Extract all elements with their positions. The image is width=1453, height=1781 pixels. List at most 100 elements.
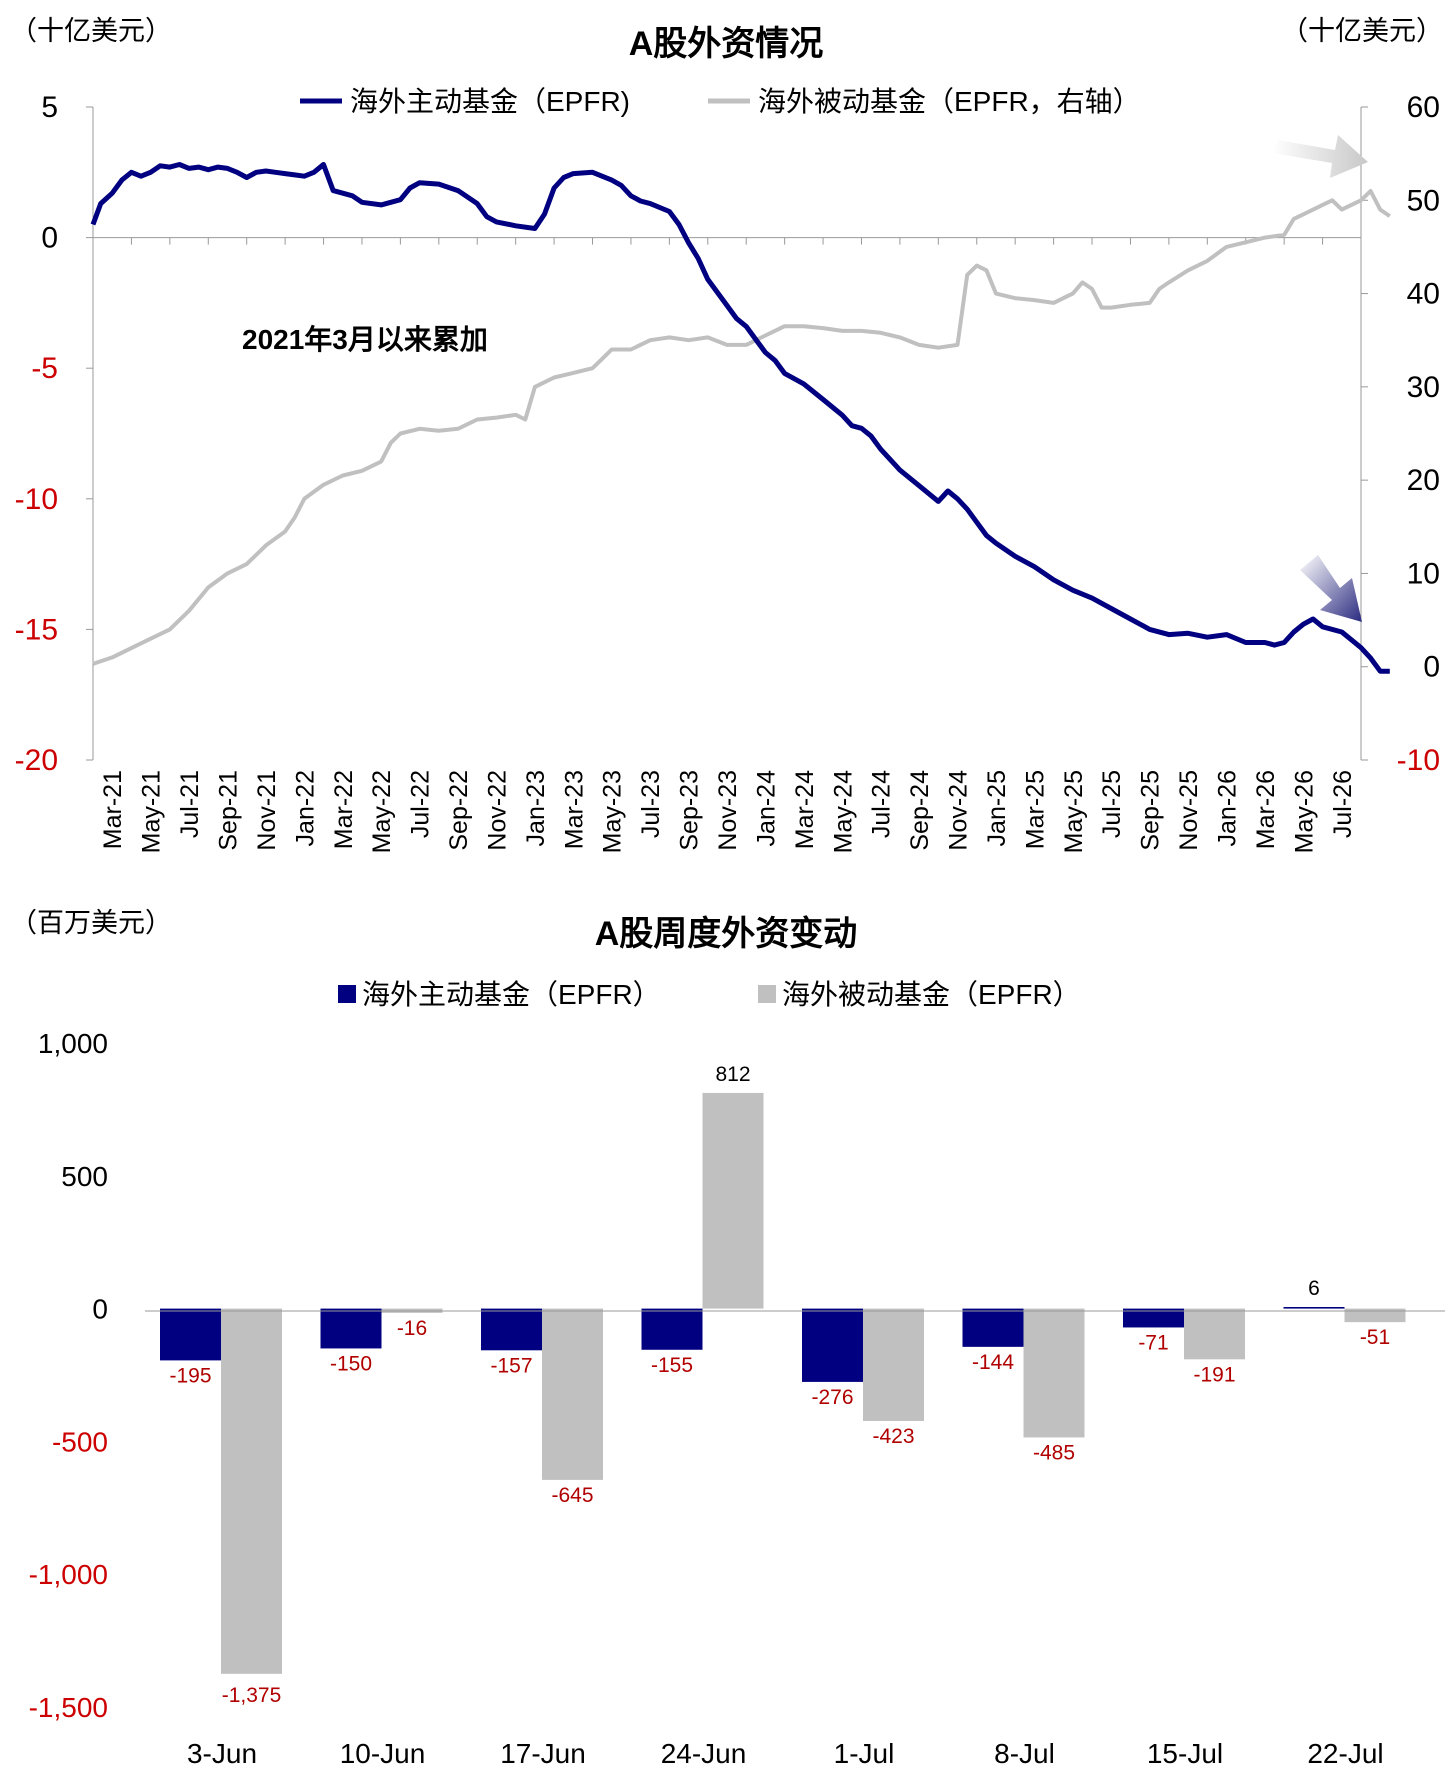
x-tick-label: Sep-25 <box>1137 770 1165 851</box>
data-label-passive: -1,375 <box>222 1684 282 1707</box>
right-tick-label: 30 <box>1407 371 1440 404</box>
data-label-passive: -51 <box>1360 1326 1390 1349</box>
x-tick-label: Nov-25 <box>1175 770 1203 851</box>
data-label-passive: -423 <box>872 1425 914 1448</box>
right-tick-label: 40 <box>1407 278 1440 311</box>
legend-label-passive: 海外被动基金（EPFR） <box>782 979 1081 1010</box>
bar-passive <box>1184 1308 1245 1360</box>
bar-passive <box>702 1092 764 1309</box>
x-tick-label: Jan-24 <box>752 770 780 847</box>
data-label-active: -150 <box>330 1352 372 1375</box>
x-tick-label: Jul-21 <box>176 770 204 838</box>
data-label-active: -144 <box>972 1351 1014 1374</box>
bar-legend: 海外主动基金（EPFR） 海外被动基金（EPFR） <box>338 979 1081 1010</box>
x-tick-label: Jan-26 <box>1214 770 1242 846</box>
line-chart: A股外资情况 （十亿美元） （十亿美元） 海外主动基金（EPFR) 海外被动基金… <box>10 16 1443 853</box>
left-axis-unit: （十亿美元） <box>10 16 172 46</box>
left-tick-label: -20 <box>15 744 58 777</box>
right-tick-label: 50 <box>1407 184 1440 217</box>
data-label-active: 6 <box>1308 1277 1320 1300</box>
x-tick-label: Sep-22 <box>445 770 473 851</box>
x-tick-label: Mar-26 <box>1252 770 1280 849</box>
x-tick-label: Jan-22 <box>291 770 319 846</box>
bar-tick-label: -1,500 <box>29 1692 108 1723</box>
x-tick-label: May-24 <box>829 770 857 853</box>
series-line-passive <box>92 189 1391 666</box>
x-tick-label: Mar-21 <box>99 770 127 849</box>
bar-active <box>320 1308 382 1349</box>
x-tick-label: Jul-22 <box>407 770 435 838</box>
right-tick-label: 20 <box>1407 464 1440 497</box>
bar-passive <box>1023 1308 1085 1438</box>
series-line-active <box>90 162 1390 674</box>
right-tick-label: 10 <box>1407 557 1440 590</box>
right-axis-unit: （十亿美元） <box>1281 16 1443 46</box>
legend-label-active: 海外主动基金（EPFR) <box>350 86 630 117</box>
annotation-cumulative: 2021年3月以来累加 <box>242 323 488 355</box>
bar-active <box>1283 1307 1345 1309</box>
x-tick-label: Mar-24 <box>791 770 819 849</box>
left-tick-label: 0 <box>41 222 58 255</box>
bar-passive <box>1344 1308 1406 1323</box>
right-tick-labels: 60 50 40 30 20 10 0 -10 <box>1397 91 1440 777</box>
bar-tick-label: 1,000 <box>38 1028 108 1059</box>
right-tick-label: 60 <box>1407 91 1440 124</box>
bar-tick-label: -1,000 <box>29 1559 108 1590</box>
data-label-passive: 812 <box>715 1063 750 1086</box>
bar-category-label: 24-Jun <box>661 1738 747 1769</box>
bar-category-label: 8-Jul <box>994 1738 1055 1769</box>
x-tick-label: May-21 <box>138 770 166 853</box>
bar-category-label: 15-Jul <box>1147 1738 1223 1769</box>
data-label-passive: -191 <box>1193 1363 1235 1386</box>
x-tick-label: Mar-25 <box>1021 770 1049 849</box>
x-tick-label: Jul-23 <box>637 770 665 838</box>
data-label-active: -195 <box>169 1364 211 1387</box>
bar-active <box>1123 1308 1184 1328</box>
x-tick-label: Nov-22 <box>483 770 511 851</box>
bar-category-labels: 3-Jun 10-Jun 17-Jun 24-Jun 1-Jul 8-Jul 15-Jul 2… <box>187 1738 1384 1769</box>
bar-chart: （百万美元） A股周度外资变动 海外主动基金（EPFR） 海外被动基金（EPFR… <box>10 908 1445 1769</box>
bar-active <box>962 1308 1024 1347</box>
right-tick-label: -10 <box>1397 744 1440 777</box>
bar-category-label: 10-Jun <box>340 1738 426 1769</box>
legend-swatch-passive <box>758 985 776 1003</box>
x-tick-label: Sep-23 <box>676 770 704 851</box>
x-tick-label: Mar-23 <box>560 770 588 849</box>
line-axes <box>86 106 1368 761</box>
left-tick-labels: 5 0 -5 -10 -15 -20 <box>15 91 58 777</box>
x-tick-label: Jan-23 <box>522 770 550 846</box>
bar-axis-unit: （百万美元） <box>10 908 172 938</box>
bar-active <box>802 1308 863 1382</box>
legend: 海外主动基金（EPFR) 海外被动基金（EPFR，右轴） <box>300 86 1141 117</box>
bar-tick-label: -500 <box>52 1426 108 1457</box>
x-tick-label: Sep-21 <box>214 770 242 851</box>
x-tick-label: Jul-25 <box>1098 770 1126 838</box>
data-label-active: -276 <box>811 1386 853 1409</box>
legend-swatch-active <box>338 985 356 1003</box>
data-label-passive: -485 <box>1033 1441 1075 1464</box>
data-label-active: -155 <box>651 1354 693 1377</box>
bar-active <box>481 1308 542 1351</box>
x-tick-labels: Mar-21 May-21 Jul-21 Sep-21 Nov-21 Jan-22 Mar-… <box>99 770 1357 853</box>
x-tick-label: Mar-22 <box>330 770 358 849</box>
bar-tick-labels: 1,000 500 0 -500 -1,000 -1,500 <box>29 1028 108 1723</box>
left-tick-label: -5 <box>31 352 58 385</box>
legend-label-passive: 海外被动基金（EPFR，右轴） <box>758 86 1141 117</box>
x-tick-label: Nov-23 <box>714 770 742 851</box>
x-tick-label: May-26 <box>1290 770 1318 853</box>
x-tick-label: Jul-26 <box>1329 770 1357 838</box>
bar-category-label: 3-Jun <box>187 1738 257 1769</box>
x-tick-label: Jan-25 <box>983 770 1011 846</box>
data-label-passive: -16 <box>397 1317 427 1340</box>
chart-title: A股外资情况 <box>629 25 824 63</box>
bar-passive <box>542 1308 603 1480</box>
blue-arrow-icon <box>1300 555 1362 622</box>
right-tick-label: 0 <box>1423 651 1440 684</box>
left-tick-label: -15 <box>15 613 58 646</box>
bar-category-label: 17-Jun <box>500 1738 586 1769</box>
bar-chart-title: A股周度外资变动 <box>595 915 858 953</box>
x-tick-label: May-22 <box>368 770 396 853</box>
x-tick-label: May-25 <box>1060 770 1088 853</box>
bar-passive <box>221 1308 282 1674</box>
gray-arrow-icon <box>1272 135 1368 178</box>
